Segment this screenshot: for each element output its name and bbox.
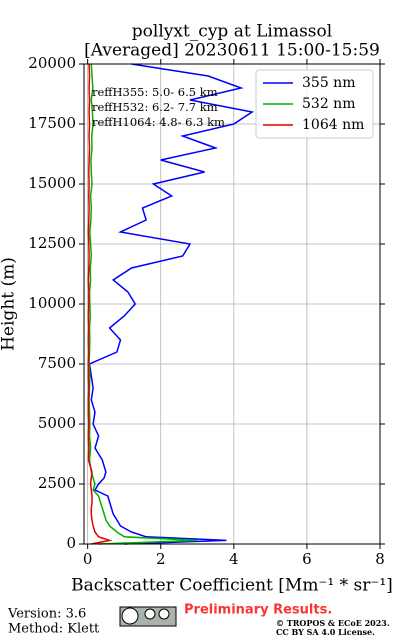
cc-logo [119,606,177,627]
x-tick-label: 2 [156,550,166,568]
y-tick-label: 5000 [38,414,76,432]
annotation: reffH532: 6.2- 7.7 km [92,100,218,114]
y-axis-label: Height (m) [0,257,19,351]
y-tick-label: 2500 [38,474,76,492]
chart-title: pollyxt_cyp at Limassol [132,22,332,42]
chart-subtitle: [Averaged] 20230611 15:00-15:59 [84,41,380,61]
y-tick-label: 10000 [28,294,76,312]
x-tick-label: 6 [302,550,312,568]
y-tick-label: 12500 [28,234,76,252]
legend-box [255,69,374,139]
method: Method: Klett [8,622,100,637]
data-line [87,63,113,545]
annotation: reffH1064: 4.8- 6.3 km [92,115,225,129]
plot-frame [83,63,381,545]
y-tick-label: 17500 [28,114,76,132]
x-tick-label: 8 [375,550,385,568]
x-tick-label: 4 [229,550,239,568]
x-tick-label: 0 [83,550,93,568]
y-tick-label: 7500 [38,354,76,372]
annotation: reffH355: 5.0- 6.5 km [92,85,218,99]
legend-label: 532 nm [302,96,355,112]
license: CC BY SA 4.0 License. [276,627,375,637]
copyright: © TROPOS & ECoE 2023. [276,618,390,628]
y-tick-label: 0 [66,534,76,552]
y-tick-label: 15000 [28,174,76,192]
status: Preliminary Results. [184,603,332,618]
legend-label: 355 nm [302,75,355,91]
x-axis-label: Backscatter Coefficient [Mm⁻¹ * sr⁻¹] [71,576,393,596]
version: Version: 3.6 [7,607,86,622]
y-tick-label: 20000 [28,54,76,72]
legend: 355 nm 532 nm 1064 nm [255,69,374,139]
data-line [88,63,198,545]
data-line [88,63,255,545]
legend-label: 1064 nm [302,117,364,133]
